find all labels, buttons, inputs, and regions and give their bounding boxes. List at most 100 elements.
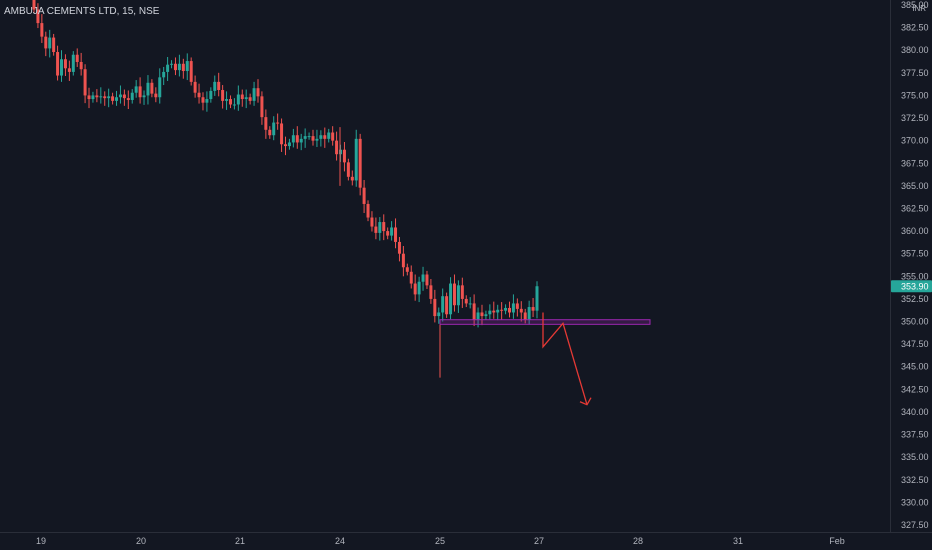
time-tick-label: 21 <box>235 536 245 546</box>
price-tick-label: 330.00 <box>901 497 929 507</box>
candle-body <box>452 283 456 306</box>
price-tick-label: 372.50 <box>901 113 929 123</box>
candle-body <box>138 86 142 98</box>
candle-body <box>484 314 488 317</box>
candle-body <box>189 61 193 82</box>
candle-body <box>244 97 248 100</box>
candle-body <box>291 135 295 143</box>
candle-body <box>531 307 535 311</box>
price-tick-label: 382.50 <box>901 23 929 33</box>
candle-body <box>201 97 205 103</box>
price-tick-label: 345.00 <box>901 362 929 372</box>
candle-body <box>523 312 527 320</box>
candle-body <box>327 132 331 139</box>
candle-body <box>217 81 221 91</box>
price-tick-label: 365.00 <box>901 181 929 191</box>
candle-body <box>209 90 213 100</box>
candle-body <box>311 136 315 141</box>
candle-body <box>36 9 40 24</box>
candle-body <box>445 296 449 315</box>
candle-body <box>496 309 500 313</box>
candle-body <box>276 122 280 124</box>
candle-body <box>99 96 103 98</box>
candle-body <box>268 129 272 136</box>
candle-body <box>134 86 138 93</box>
candle-body <box>173 63 177 71</box>
candle-body <box>507 307 511 313</box>
candle-body <box>142 95 146 98</box>
candles-layer <box>32 0 539 378</box>
candle-body <box>260 96 264 118</box>
candle-body <box>272 122 276 136</box>
candle-body <box>284 144 287 147</box>
candle-body <box>394 227 398 242</box>
candle-body <box>130 92 134 100</box>
price-tick-label: 380.00 <box>901 45 929 55</box>
last-price-value: 353.90 <box>901 281 929 291</box>
candle-body <box>378 222 382 233</box>
candle-body <box>307 136 311 138</box>
currency-label: INR <box>912 4 926 13</box>
candle-body <box>319 135 323 139</box>
candle-body <box>437 312 441 317</box>
candle-body <box>504 307 508 311</box>
candle-body <box>358 138 362 188</box>
candle-body <box>103 96 107 99</box>
price-tick-label: 337.50 <box>901 430 929 440</box>
candle-body <box>221 90 225 101</box>
last-price-badge <box>891 280 932 293</box>
price-axis[interactable]: 385.00 382.50 380.00 377.50 375.00 372.50 370.… <box>901 0 929 530</box>
price-tick-label: 370.00 <box>901 136 929 146</box>
candle-body <box>63 59 67 69</box>
candle-body <box>252 88 256 101</box>
candle-body <box>500 309 504 311</box>
candle-body <box>126 98 130 100</box>
candle-body <box>193 81 197 93</box>
price-tick-label: 385.00 <box>901 0 929 10</box>
candle-body <box>32 0 36 10</box>
candle-body <box>488 310 492 315</box>
candle-body <box>95 95 99 98</box>
price-tick-label: 350.00 <box>901 317 929 327</box>
candle-body <box>480 312 484 317</box>
candle-body <box>264 117 268 130</box>
annotations-layer <box>439 312 651 406</box>
candle-body <box>44 36 48 49</box>
price-tick-label: 352.50 <box>901 294 929 304</box>
candle-body <box>354 138 358 181</box>
candle-body <box>181 63 185 72</box>
projection-arrow-path[interactable] <box>542 312 588 405</box>
candle-body <box>228 99 232 105</box>
candle-body <box>342 149 346 163</box>
candle-body <box>370 217 374 227</box>
time-axis[interactable]: 19 20 21 24 25 27 28 31 Feb <box>36 536 845 546</box>
candle-body <box>386 231 390 236</box>
time-tick-label: 31 <box>733 536 743 546</box>
price-tick-label: 355.00 <box>901 271 929 281</box>
candle-body <box>170 63 174 65</box>
symbol-title[interactable]: AMBUJA CEMENTS LTD, 15, NSE <box>4 6 160 17</box>
candle-body <box>83 69 87 96</box>
price-tick-label: 335.00 <box>901 452 929 462</box>
candle-body <box>468 303 472 305</box>
candle-body <box>323 135 327 139</box>
candle-body <box>390 227 394 236</box>
candle-body <box>425 274 429 286</box>
candle-body <box>48 37 52 49</box>
price-tick-label: 360.00 <box>901 226 929 236</box>
price-tick-label: 362.50 <box>901 203 929 213</box>
candle-body <box>146 82 150 96</box>
support-zone-rectangle[interactable] <box>439 319 651 325</box>
candle-body <box>177 63 181 71</box>
candle-body <box>118 94 122 98</box>
candle-body <box>492 310 496 313</box>
time-tick-label: 19 <box>36 536 46 546</box>
price-tick-label: 367.50 <box>901 158 929 168</box>
candle-body <box>205 99 209 103</box>
candle-body <box>40 23 44 37</box>
candle-body <box>115 97 119 101</box>
price-tick-label: 340.00 <box>901 407 929 417</box>
price-tick-label: 332.50 <box>901 475 929 485</box>
candle-body <box>366 203 370 218</box>
